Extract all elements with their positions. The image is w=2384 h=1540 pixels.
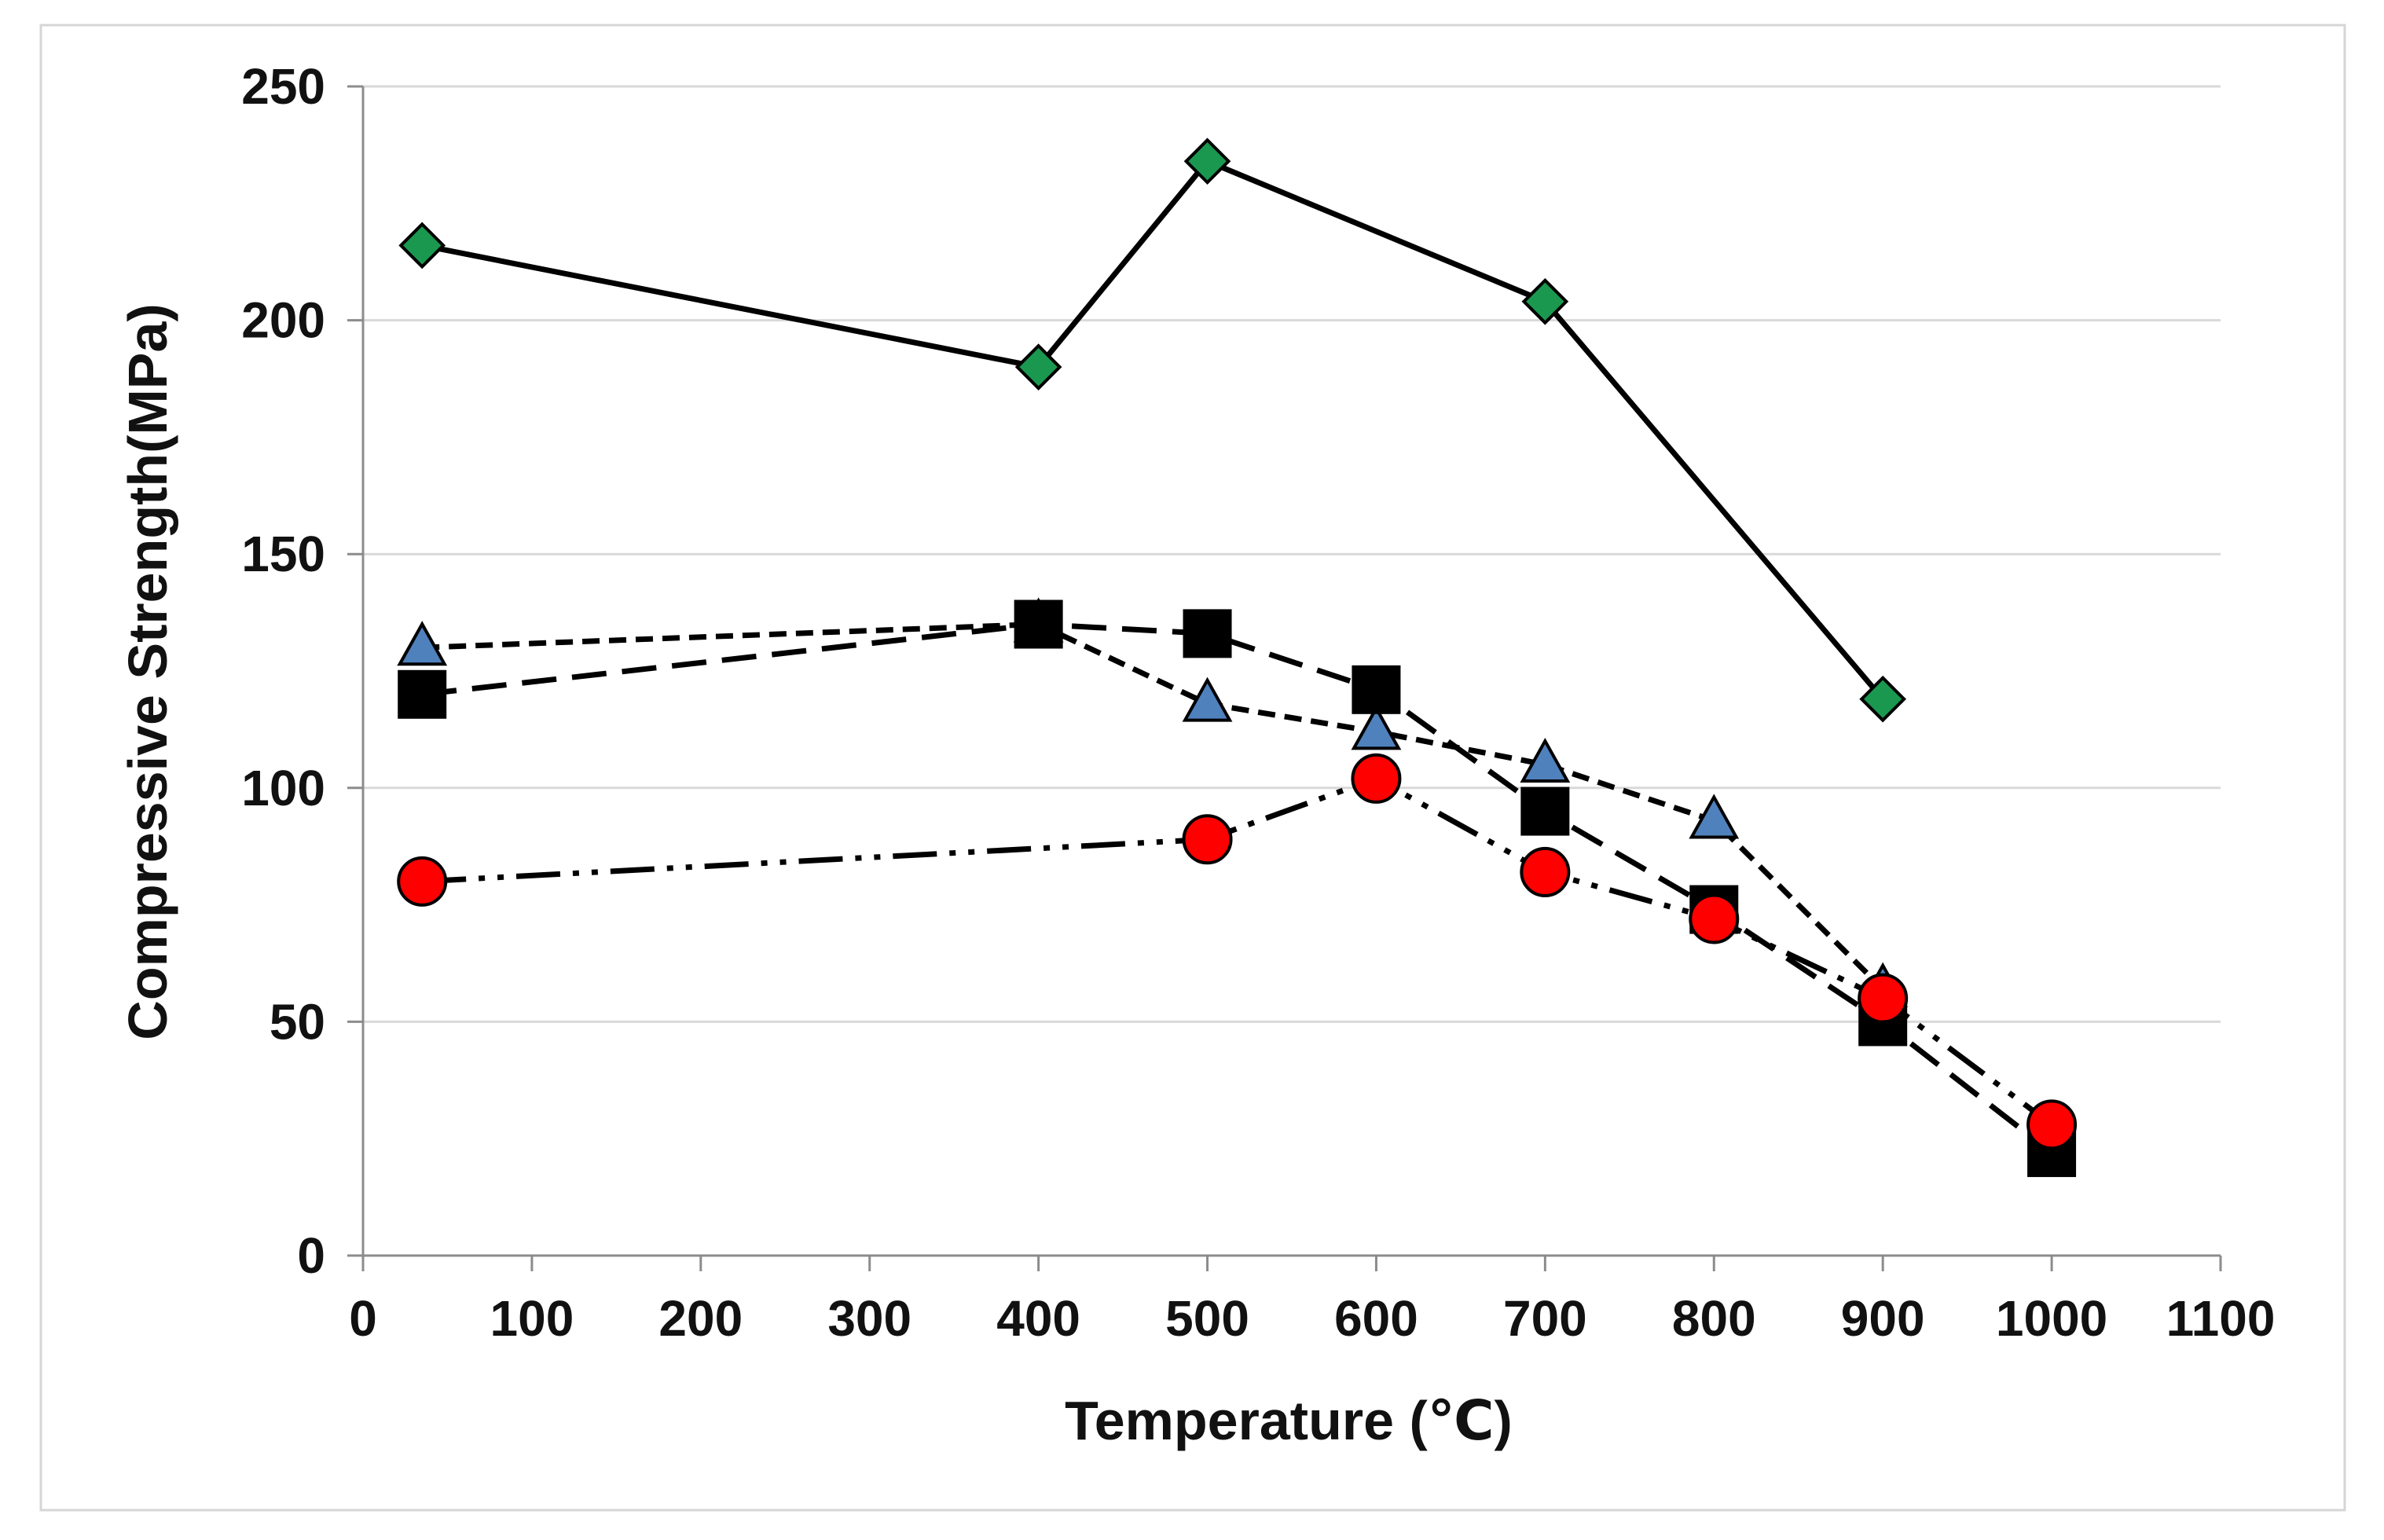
series-circle-point-900 xyxy=(1858,973,1909,1024)
series-triangle-point-500 xyxy=(1182,676,1233,722)
series-square-point-700 xyxy=(1520,786,1570,836)
y-tick-label-150: 150 xyxy=(241,526,325,582)
series-diamond-markers xyxy=(398,138,1907,723)
x-tick-label-100: 100 xyxy=(490,1290,574,1347)
series-circle-point-35 xyxy=(397,856,448,907)
gridlines xyxy=(363,85,2221,1023)
series-diamond-point-500 xyxy=(1183,138,1231,185)
series-triangle-point-700 xyxy=(1520,737,1571,783)
x-tick-label-200: 200 xyxy=(658,1290,743,1347)
y-tick-label-200: 200 xyxy=(241,292,325,349)
figure-border xyxy=(39,24,2346,1512)
x-tick-label-700: 700 xyxy=(1503,1290,1587,1347)
series-circle-point-500 xyxy=(1182,814,1233,865)
series-triangle-point-800 xyxy=(1689,794,1740,839)
series-square-line xyxy=(421,621,2054,1155)
series-diamond-point-35 xyxy=(398,222,446,270)
y-tick-label-50: 50 xyxy=(270,993,325,1050)
series-circle-point-600 xyxy=(1351,753,1402,804)
series-diamond-point-700 xyxy=(1521,277,1569,325)
series-circle-point-1000 xyxy=(2026,1099,2078,1150)
x-tick-label-300: 300 xyxy=(827,1290,911,1347)
y-tick-label-100: 100 xyxy=(241,760,325,816)
x-axis-title: Temperature (℃) xyxy=(1065,1390,1513,1451)
series-diamond-point-900 xyxy=(1859,675,1907,723)
series-triangle-point-600 xyxy=(1351,705,1402,750)
series-circle-markers xyxy=(397,753,2078,1150)
x-tick-label-800: 800 xyxy=(1672,1290,1756,1347)
series-circle-point-800 xyxy=(1689,893,1740,944)
series-triangle-point-35 xyxy=(397,621,448,666)
y-tick-label-0: 0 xyxy=(297,1227,325,1284)
x-tick-label-500: 500 xyxy=(1165,1290,1249,1347)
series-square-point-400 xyxy=(1014,600,1063,649)
data-series xyxy=(397,138,2078,1178)
series-diamond-point-400 xyxy=(1014,343,1062,390)
x-tick-label-1000: 1000 xyxy=(1996,1290,2107,1347)
axis-labels: 0 50 100 150 200 250 0 100 200 300 400 500 600 700 800… xyxy=(241,58,2275,1347)
series-circle-point-700 xyxy=(1520,846,1571,897)
series-square-point-600 xyxy=(1352,665,1401,714)
x-tick-label-400: 400 xyxy=(996,1290,1080,1347)
axes xyxy=(347,85,2222,1271)
y-axis-title: Compressive Strength(MPa) xyxy=(117,303,178,1040)
series-square-point-35 xyxy=(398,669,447,719)
x-tick-label-0: 0 xyxy=(349,1290,377,1347)
x-tick-label-1100: 1100 xyxy=(2166,1290,2276,1347)
x-tick-label-600: 600 xyxy=(1334,1290,1418,1347)
x-tick-label-900: 900 xyxy=(1841,1290,1925,1347)
series-square-point-500 xyxy=(1183,609,1232,658)
y-tick-label-250: 250 xyxy=(241,58,325,115)
